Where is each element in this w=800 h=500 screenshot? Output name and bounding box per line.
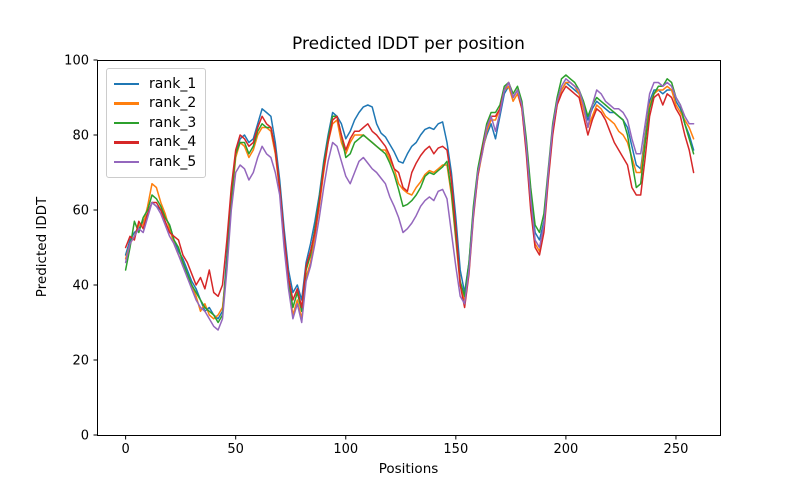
x-tick-label: 100 <box>333 442 358 457</box>
legend-label-rank_4: rank_4 <box>149 134 197 151</box>
x-axis-label: Positions <box>378 461 439 477</box>
legend-item-rank_4: rank_4 <box>114 133 196 153</box>
legend-item-rank_2: rank_2 <box>114 94 196 114</box>
series-line-rank_2 <box>124 81 695 320</box>
y-tick-label: 40 <box>72 279 89 294</box>
legend-line-sample-rank_4 <box>114 141 139 144</box>
series-line-rank_3 <box>124 74 695 324</box>
series-line-rank_5 <box>124 78 695 331</box>
legend-label-rank_5: rank_5 <box>149 153 197 170</box>
x-tick-label: 150 <box>443 442 468 457</box>
x-tick-label: 200 <box>553 442 578 457</box>
legend-item-rank_5: rank_5 <box>114 152 196 172</box>
y-tick-label: 20 <box>72 354 89 369</box>
legend: rank_1 rank_2 rank_3 rank_4 rank_5 <box>106 68 207 178</box>
y-tick-label: 60 <box>72 204 89 219</box>
legend-line-sample-rank_3 <box>114 121 139 124</box>
x-tick-label: 250 <box>664 442 689 457</box>
x-tick-label: 50 <box>227 442 244 457</box>
x-tick-label: 0 <box>121 442 129 457</box>
legend-line-sample-rank_2 <box>114 102 139 105</box>
legend-label-rank_3: rank_3 <box>149 114 197 131</box>
legend-label-rank_1: rank_1 <box>149 75 197 92</box>
y-tick-label: 100 <box>64 54 89 69</box>
series-line-rank_1 <box>124 81 695 320</box>
legend-line-sample-rank_5 <box>114 160 139 163</box>
y-axis-label: Predicted lDDT <box>34 196 50 298</box>
y-tick-label: 80 <box>72 129 89 144</box>
chart-title: Predicted lDDT per position <box>292 34 525 54</box>
series-line-rank_4 <box>124 81 695 309</box>
legend-item-rank_1: rank_1 <box>114 74 196 94</box>
legend-line-sample-rank_1 <box>114 82 139 85</box>
legend-label-rank_2: rank_2 <box>149 95 197 112</box>
legend-item-rank_3: rank_3 <box>114 113 196 133</box>
axes-spines <box>97 60 721 436</box>
y-tick-label: 0 <box>81 429 89 444</box>
